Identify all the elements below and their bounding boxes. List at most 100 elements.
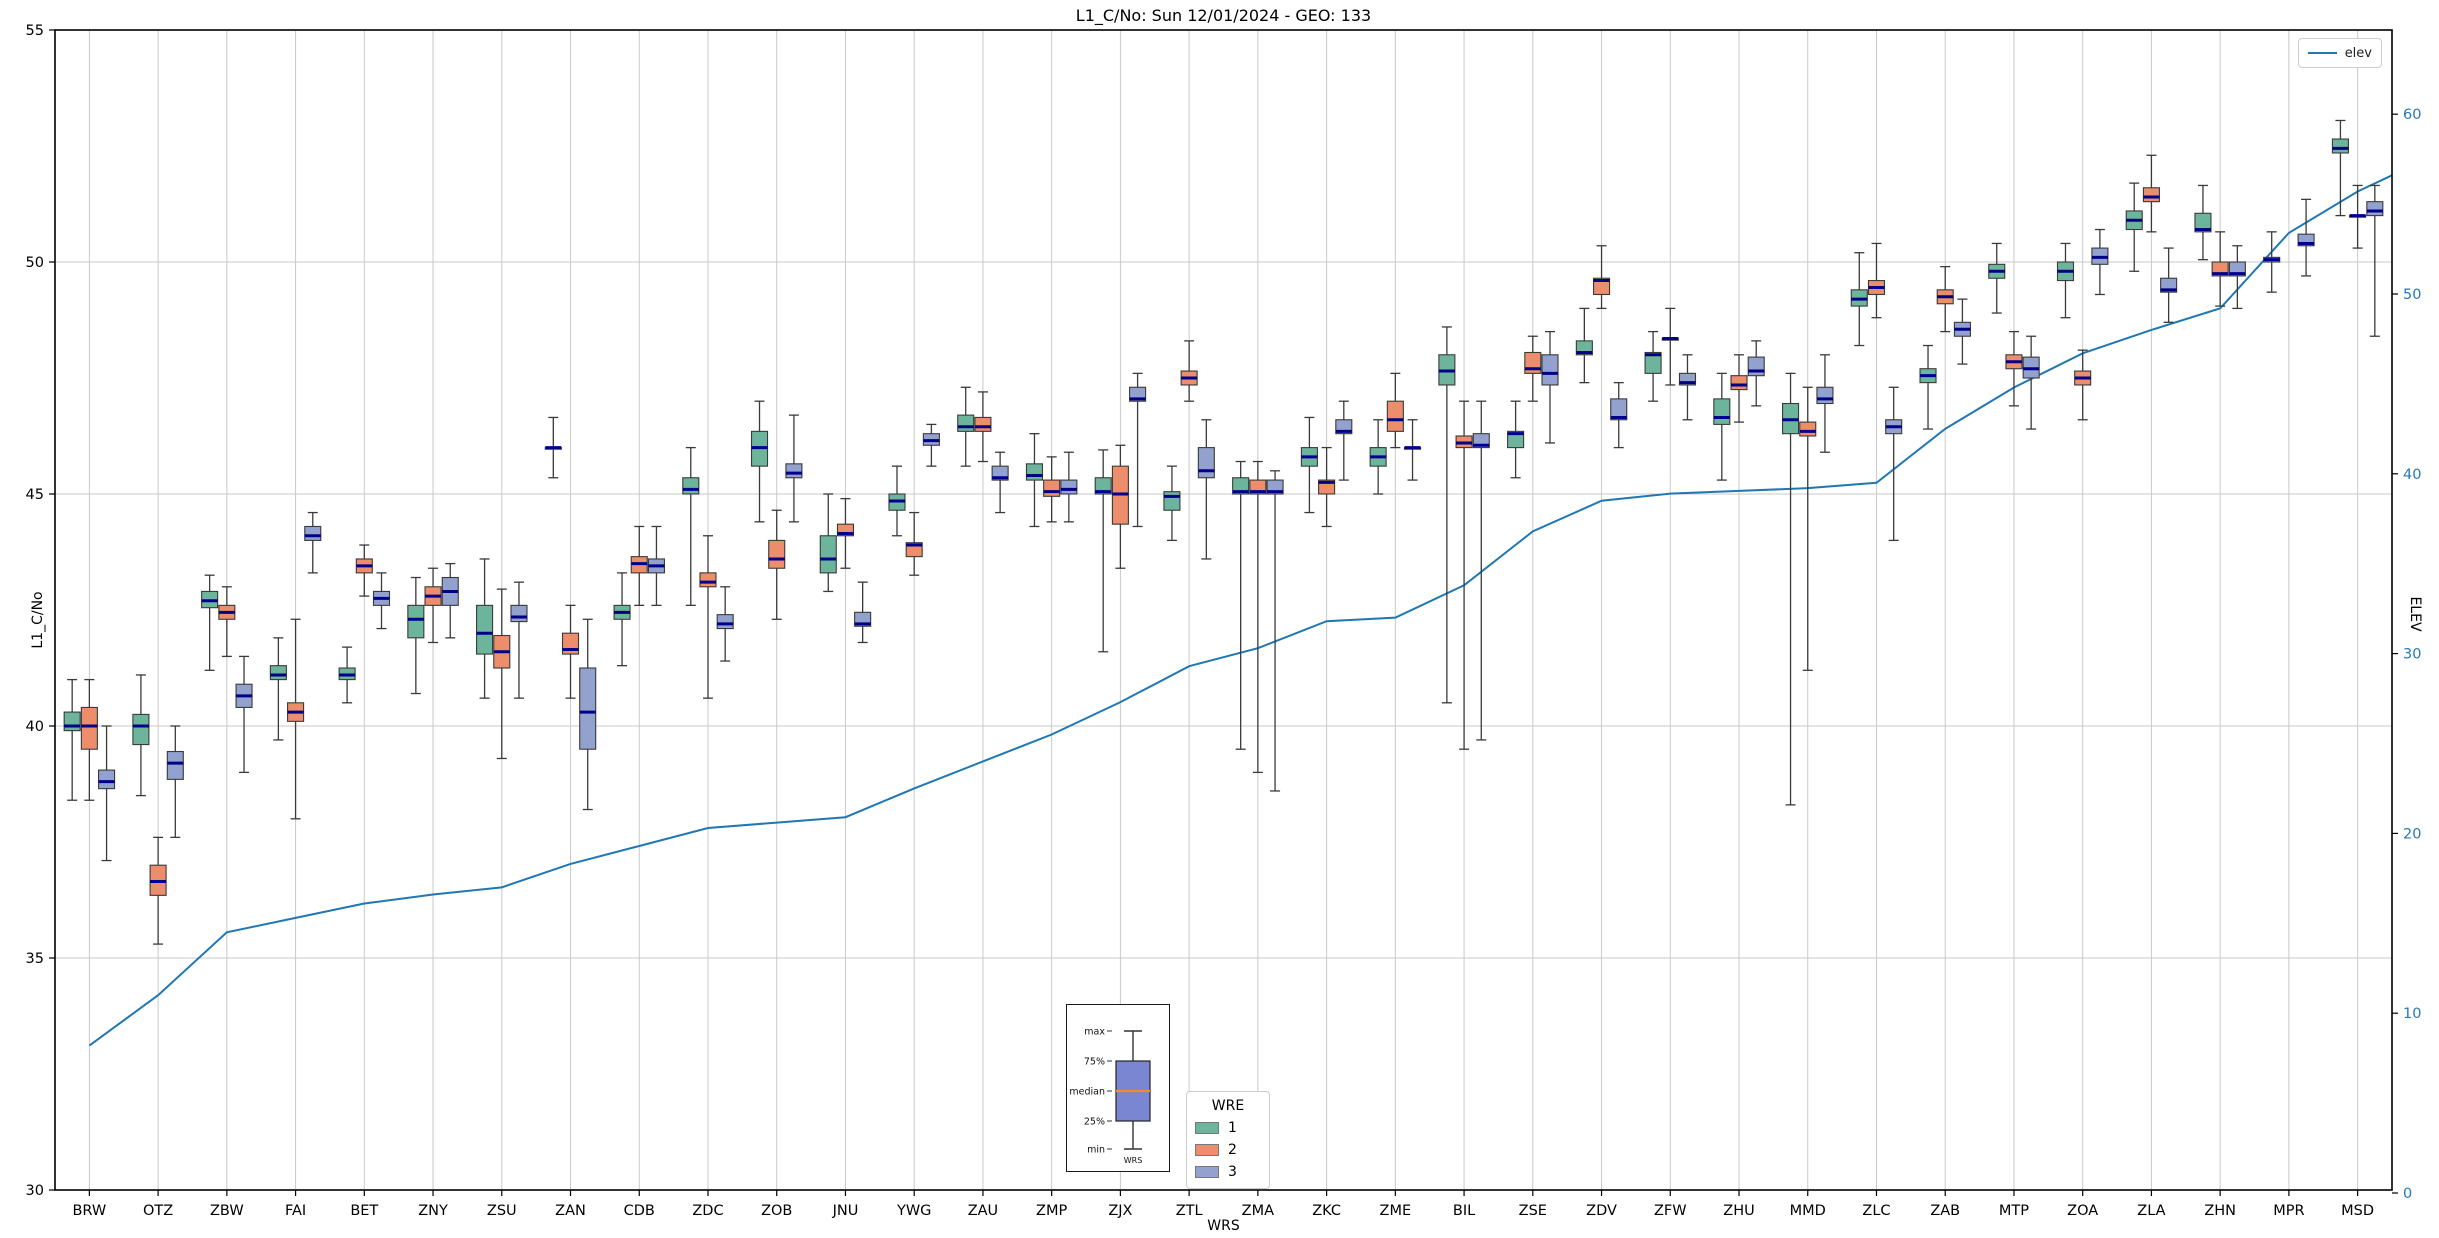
box-wre3: [304, 525, 322, 541]
box-group-JNU: [819, 493, 872, 644]
box-group-BRW: [63, 678, 116, 862]
inset-label: 25%: [1084, 1117, 1105, 1128]
y-tick-label: 30: [26, 1183, 44, 1199]
box-wre3: [1678, 372, 1697, 386]
box-wre2: [561, 632, 580, 655]
box-group-ZHU: [1713, 340, 1765, 481]
x-tick-label: ZAN: [555, 1203, 586, 1219]
y-tick-label: 50: [26, 255, 44, 271]
wre-legend-row-3: 3: [1195, 1164, 1261, 1180]
box-group-ZLC: [1850, 242, 1903, 542]
box-group-ZFW: [1644, 307, 1697, 421]
box-wre2: [768, 539, 786, 569]
elev-legend: elev: [2298, 38, 2382, 68]
box-group-MMD: [1782, 354, 1834, 806]
wre3-swatch-icon: [1195, 1166, 1219, 1178]
y2-tick-label: 10: [2403, 1006, 2421, 1022]
x-tick-label: ZAB: [1930, 1203, 1960, 1219]
wre-legend-row-2: 2: [1195, 1142, 1261, 1158]
left-axis-ticks: 30 35 40 45 50 55: [26, 23, 55, 1199]
x-tick-label: ZBW: [210, 1203, 244, 1219]
box-wre2: [1043, 479, 1061, 497]
y2-tick-label: 20: [2403, 826, 2421, 842]
box-wre1: [957, 414, 975, 432]
x-tick-label: MSD: [2341, 1203, 2374, 1219]
box-wre3: [1197, 447, 1215, 479]
box-wre3: [2297, 233, 2315, 247]
box-wre3: [579, 667, 597, 750]
x-tick-label: ZLC: [1862, 1203, 1890, 1219]
x-tick-label: ZNY: [418, 1203, 448, 1219]
x-tick-label: ZDV: [1586, 1203, 1617, 1219]
y-axis-label-left: L1_C/No: [30, 591, 46, 649]
x-tick-label: ZMA: [1242, 1203, 1274, 1219]
x-tick-label: ZME: [1380, 1203, 1412, 1219]
x-tick-label: ZSU: [487, 1203, 517, 1219]
box-wre1: [1094, 477, 1112, 495]
wre-legend: WRE 1 2 3: [1186, 1091, 1270, 1189]
box-wre2: [699, 572, 717, 588]
box-group-ZOB: [750, 400, 803, 620]
x-tick-label: BET: [350, 1203, 378, 1219]
right-axis-ticks: 0 10 20 30 40 50 60: [2392, 107, 2421, 1202]
box-group-OTZ: [132, 674, 184, 945]
box-wre2: [2142, 187, 2160, 203]
box-wre2: [1524, 351, 1542, 374]
x-tick-label: ZJX: [1108, 1203, 1132, 1219]
box-wre1: [132, 713, 150, 746]
x-tick-label: ZDC: [692, 1203, 723, 1219]
box-group-ZLA: [2125, 154, 2178, 323]
box-wre1: [407, 604, 425, 639]
x-tick-label: ZHU: [1723, 1203, 1754, 1219]
box-wre3: [1541, 354, 1559, 386]
box-wre2: [836, 523, 855, 537]
inset-label: 75%: [1084, 1057, 1105, 1068]
box-group-ZDV: [1575, 245, 1628, 449]
box-group-ZOA: [2056, 228, 2109, 421]
box-wre3: [1060, 479, 1078, 495]
box-wre1: [1713, 398, 1731, 425]
inset-label: min: [1087, 1145, 1105, 1156]
y-tick-label: 55: [26, 23, 44, 39]
box-wre1: [1232, 477, 1250, 495]
x-tick-label: OTZ: [143, 1203, 173, 1219]
box-wre1: [63, 711, 81, 732]
chart-title: L1_C/No: Sun 12/01/2024 - GEO: 133: [1075, 6, 1372, 25]
box-group-ZMP: [1025, 433, 1078, 528]
x-tick-label: JNU: [832, 1203, 859, 1219]
x-tick-label: ZOA: [2067, 1203, 2098, 1219]
box-group-ZDC: [682, 446, 734, 699]
elev-legend-label: elev: [2344, 45, 2372, 61]
box-group-ZAU: [957, 386, 1009, 514]
x-tick-label: BIL: [1453, 1203, 1475, 1219]
box-group-ZJX: [1094, 372, 1147, 653]
wre2-label: 2: [1228, 1142, 1237, 1158]
boxplot-groups: [63, 119, 2384, 945]
box-wre1: [819, 535, 837, 574]
box-group-ZSU: [476, 558, 528, 760]
x-tick-label: FAI: [285, 1203, 306, 1219]
box-wre1: [1025, 463, 1044, 481]
x-tick-label: MPR: [2273, 1203, 2304, 1219]
wre3-label: 3: [1228, 1164, 1237, 1180]
box-wre2: [1799, 421, 1817, 437]
box-group-ZME: [1369, 372, 1422, 495]
box-wre3: [166, 750, 184, 780]
y-tick-label: 40: [26, 719, 44, 735]
box-wre1: [476, 604, 494, 655]
x-tick-label: ZFW: [1654, 1203, 1687, 1219]
x-tick-label: MMD: [1790, 1203, 1826, 1219]
y-tick-label: 45: [26, 487, 44, 503]
x-tick-label: ZTL: [1176, 1203, 1203, 1219]
x-tick-label: ZKC: [1312, 1203, 1341, 1219]
wre-legend-row-1: 1: [1195, 1120, 1261, 1136]
x-tick-label: ZAU: [968, 1203, 998, 1219]
box-wre3: [1610, 398, 1628, 421]
box-wre3: [1747, 356, 1765, 377]
box-wre3: [716, 614, 734, 630]
boxplot-explainer-diagram: max 75% median 25% min WRS: [1069, 1027, 1151, 1165]
box-group-BIL: [1438, 326, 1490, 750]
box-group-ZAB: [1919, 265, 1971, 430]
y2-tick-label: 40: [2403, 467, 2421, 483]
